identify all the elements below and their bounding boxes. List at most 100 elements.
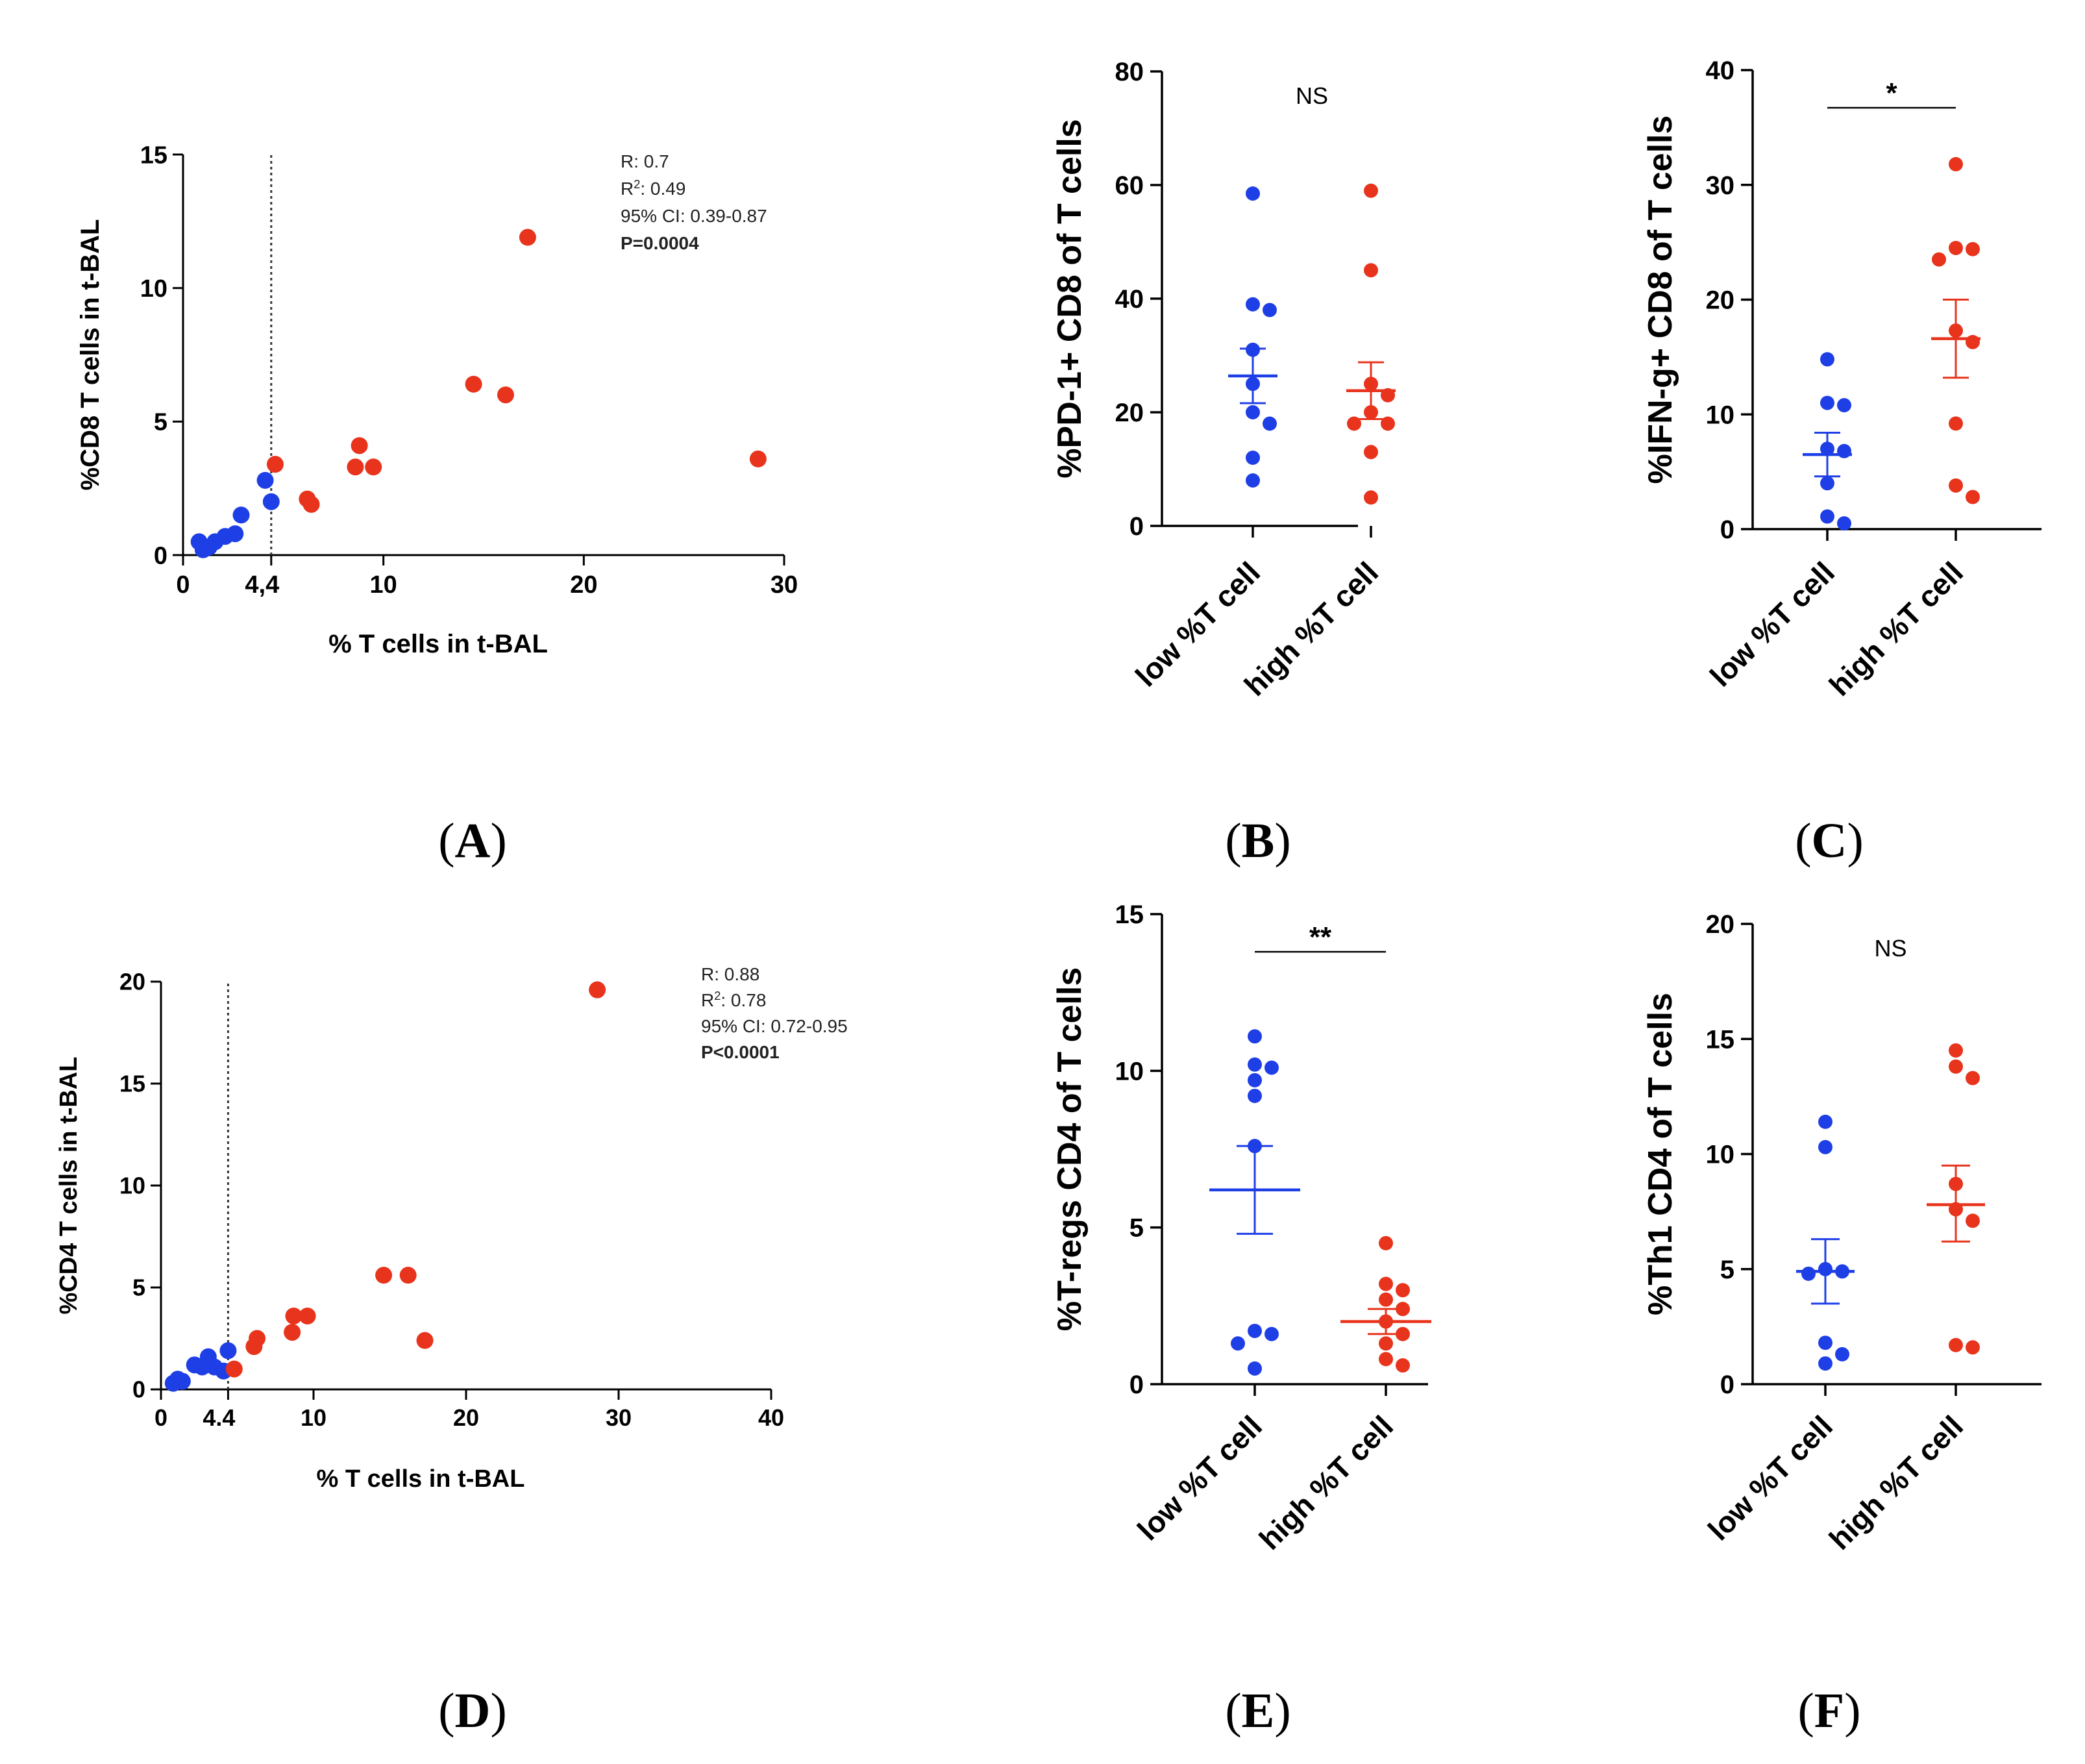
x-category-label: low %T cell [1703,555,1841,693]
stats-r2-prefix: R [621,179,634,199]
panel-label-paren-close: ) [1274,1683,1290,1738]
x-category-label: high %T cell [1823,1409,1970,1556]
data-point-low [1820,395,1834,410]
data-point-low [1231,1336,1245,1351]
significance-label: * [1886,77,1897,109]
data-point-low [1248,1057,1262,1072]
y-tick-label: 20 [1706,286,1735,315]
significance-label: ** [1309,921,1332,953]
stats-r2-value: : 0.49 [640,179,685,199]
x-tick-label: 0 [176,571,190,599]
data-point-low [1837,516,1851,531]
data-point-high [1364,183,1378,198]
panel-label-f: (F) [1797,1683,1860,1738]
y-tick-label: 0 [154,542,167,569]
data-point-low [173,1373,191,1390]
y-axis-label: %Th1 CD4 of T cells [1642,993,1679,1315]
y-tick-label: 0 [1720,1371,1734,1399]
data-point-high [302,495,320,513]
data-point-low [1265,1060,1279,1075]
y-tick-label: 10 [1706,401,1735,429]
panel-label-letter: C [1812,814,1847,868]
data-point-low [1263,303,1277,317]
panel-label-a: (A) [438,814,507,868]
y-tick-label: 20 [1706,910,1735,939]
y-tick-label: 5 [1129,1214,1144,1243]
data-point-high [1949,478,1963,493]
data-point-high [465,375,482,393]
y-tick-label: 40 [1115,285,1144,314]
y-tick-label: 15 [119,1071,145,1097]
data-point-high [416,1332,434,1349]
data-point-high [1949,1337,1963,1352]
data-point-low [219,1342,237,1360]
data-point-low [1265,1326,1279,1341]
panel-label-letter: A [455,814,491,868]
x-category-label: high %T cell [1823,555,1970,702]
data-point-high [1966,1213,1980,1228]
data-point-low [1246,297,1260,312]
data-point-high [1949,1059,1963,1074]
data-point-low [1820,476,1834,491]
data-point-high [749,450,767,467]
dot-panel-e: 0 5 10 15 %T-regs CD4 of T cells low %T cellh… [1051,901,1431,1556]
data-point-high [1396,1283,1410,1298]
stats-r2-prefix: R [701,990,714,1010]
data-point-high [1379,1292,1393,1307]
stats-r: R: 0.88 [701,964,759,984]
panel-label-d: (D) [438,1683,507,1738]
data-point-high [1966,490,1980,504]
y-axis-label: %IFN-g+ CD8 of T cells [1642,116,1679,484]
data-point-low [1248,1361,1262,1376]
dot-panel-f: 0 5 10 15 20 %Th1 CD4 of T cells low %T cellhi… [1642,910,2042,1556]
stats-ci: 95% CI: 0.72-0.95 [701,1016,848,1036]
panel-label-letter: F [1814,1683,1844,1738]
data-point-high [284,1324,301,1341]
data-point-high [1381,416,1395,431]
y-tick-label: 15 [1115,901,1144,929]
data-point-high [1966,242,1980,256]
data-point-high [497,386,514,404]
significance-label: NS [1874,935,1906,962]
stats-r2-value: : 0.78 [721,990,766,1010]
y-tick-label: 15 [1706,1025,1735,1054]
y-tick-label: 10 [1115,1057,1144,1086]
x-category-label: low %T cell [1131,1409,1268,1547]
data-point-high [1949,416,1963,431]
y-tick-label: 0 [1129,1371,1144,1399]
data-point-low [1818,1114,1832,1129]
data-point-high [1347,416,1361,431]
y-tick-label: 30 [1706,171,1735,200]
data-point-low [1248,1323,1262,1338]
y-tick-label: 5 [1720,1256,1734,1284]
data-point-high [1379,1276,1393,1291]
panel-label-letter: E [1242,1683,1275,1738]
panel-label-paren-close: ) [490,1683,506,1738]
x-tick-label: 10 [370,571,397,599]
data-point-high [225,1360,243,1378]
y-tick-label: 5 [154,409,167,436]
x-tick-label: 30 [606,1404,632,1431]
panel-label-c: (C) [1795,814,1864,868]
data-point-high [1966,1071,1980,1086]
x-category-label: low %T cell [1701,1409,1839,1547]
panel-label-paren-close: ) [490,814,506,868]
panel-label-paren-open: ( [438,814,454,868]
data-point-high [351,437,368,454]
panel-label-paren-open: ( [1795,814,1811,868]
panel-label-paren-open: ( [1225,814,1241,868]
y-tick-label: 10 [119,1173,145,1199]
data-point-high [299,1307,316,1324]
y-axis-label: %CD4 T cells in t-BAL [55,1057,82,1315]
data-point-low [1248,1073,1262,1087]
significance-label: NS [1296,82,1328,109]
data-point-low [1820,352,1834,367]
data-point-high [1379,1336,1393,1351]
x-tick-label: 20 [570,571,597,599]
panel-label-paren-close: ) [1844,1683,1860,1738]
panel-label-b: (B) [1225,814,1290,868]
data-point-low [1246,186,1260,201]
data-point-low [1246,405,1260,419]
data-point-low [1837,443,1851,458]
